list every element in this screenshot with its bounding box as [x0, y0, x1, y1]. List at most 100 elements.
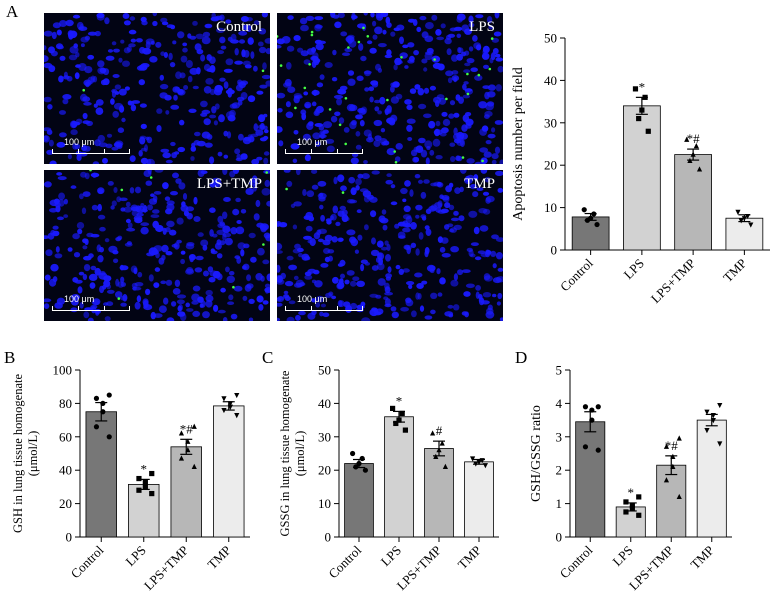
nucleus	[262, 300, 269, 305]
nucleus	[420, 214, 427, 219]
nucleus	[322, 129, 329, 134]
nucleus	[386, 49, 392, 56]
nucleus	[494, 146, 501, 154]
nucleus	[435, 29, 442, 36]
nucleus	[227, 301, 235, 305]
nucleus	[435, 155, 443, 160]
nucleus	[134, 301, 141, 310]
nucleus	[253, 20, 260, 26]
data-point	[676, 493, 682, 500]
nucleus	[337, 300, 343, 307]
nucleus	[406, 246, 411, 255]
nucleus	[315, 24, 323, 29]
nucleus	[424, 315, 433, 320]
nucleus	[134, 186, 142, 194]
nucleus	[230, 313, 238, 320]
nucleus	[360, 55, 367, 62]
nucleus	[186, 308, 194, 312]
nucleus	[265, 288, 270, 294]
nucleus	[57, 176, 67, 181]
apoptotic-cell	[279, 64, 283, 67]
nucleus	[388, 119, 396, 126]
nucleus	[70, 185, 77, 189]
nucleus	[487, 133, 496, 139]
nucleus	[95, 99, 104, 106]
nucleus	[223, 154, 229, 159]
nucleus	[194, 43, 202, 51]
nucleus	[104, 17, 110, 25]
nucleus	[277, 296, 285, 301]
data-point	[639, 107, 645, 113]
nucleus	[179, 119, 185, 126]
nucleus	[134, 217, 143, 224]
nucleus	[474, 161, 483, 164]
data-point	[350, 450, 356, 457]
nucleus	[216, 253, 223, 259]
micrograph-label: Control	[216, 19, 262, 35]
nucleus	[203, 63, 211, 72]
nucleus	[263, 135, 269, 140]
nucleus	[263, 151, 270, 156]
nucleus	[80, 43, 85, 48]
nucleus	[377, 110, 382, 115]
nucleus	[119, 197, 128, 202]
nucleus	[416, 283, 424, 289]
nucleus	[172, 86, 180, 93]
nucleus	[482, 191, 490, 196]
nucleus	[350, 280, 357, 287]
nucleus	[265, 234, 270, 242]
nucleus	[495, 170, 503, 176]
nucleus	[379, 138, 388, 144]
apoptotic-cell	[362, 26, 365, 30]
nucleus	[374, 99, 381, 104]
nucleus	[120, 295, 128, 301]
data-point	[696, 166, 703, 172]
nucleus	[113, 258, 119, 264]
nucleus	[464, 62, 471, 67]
nucleus	[475, 285, 481, 291]
nucleus	[55, 246, 60, 253]
nucleus	[217, 309, 226, 314]
nucleus	[160, 148, 170, 153]
nucleus	[138, 79, 145, 86]
apoptotic-cell	[394, 161, 398, 164]
nucleus	[306, 190, 315, 198]
y-tick-label: 20	[318, 463, 331, 478]
nucleus	[423, 113, 432, 119]
data-point	[636, 494, 642, 500]
nucleus	[180, 258, 186, 265]
nucleus	[360, 263, 365, 272]
nucleus	[170, 141, 176, 147]
nucleus	[213, 120, 218, 126]
nucleus	[255, 273, 263, 281]
nucleus	[192, 85, 199, 90]
nucleus	[409, 88, 417, 94]
nucleus	[228, 294, 234, 301]
y-tick-label: 40	[318, 396, 331, 411]
nucleus	[371, 265, 379, 271]
nucleus	[153, 282, 160, 288]
nucleus	[150, 311, 156, 320]
nucleus	[415, 248, 420, 256]
nucleus	[485, 195, 495, 203]
nucleus	[102, 157, 108, 164]
nucleus	[331, 236, 338, 243]
significance-label: *#	[687, 131, 701, 146]
nucleus	[483, 275, 493, 282]
nucleus	[311, 89, 320, 96]
nucleus	[165, 251, 173, 256]
data-point	[636, 512, 642, 518]
nucleus	[460, 139, 465, 148]
nucleus	[491, 127, 496, 133]
apoptotic-cell	[294, 106, 297, 110]
nucleus	[222, 232, 232, 238]
nucleus	[79, 193, 84, 200]
nucleus	[384, 303, 392, 308]
nucleus	[479, 225, 489, 232]
nucleus	[104, 238, 110, 243]
data-point	[93, 424, 100, 430]
nucleus	[304, 103, 311, 109]
nucleus	[259, 223, 269, 231]
nucleus	[242, 24, 249, 31]
nucleus	[73, 121, 81, 126]
